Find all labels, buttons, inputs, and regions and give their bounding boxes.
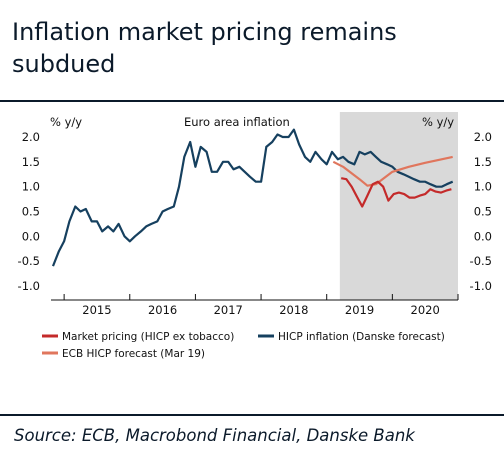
title-divider (0, 100, 504, 102)
y-tick-label-right: 0.5 (474, 205, 492, 219)
forecast-shaded-area (339, 112, 458, 300)
y-axis-label-left: % y/y (50, 115, 82, 129)
legend-label-ecb-forecast: ECB HICP forecast (Mar 19) (62, 348, 205, 360)
series-line-ecb-forecast (332, 155, 453, 187)
y-tick-label-right: 1.0 (474, 180, 492, 194)
y-tick-label-right: -0.5 (470, 254, 492, 268)
y-tick-label-left: -0.5 (18, 254, 40, 268)
y-tick-label-left: -1.0 (18, 279, 40, 293)
y-tick-label-left: 1.5 (22, 155, 40, 169)
x-tick-label: 2018 (279, 303, 308, 317)
y-tick-label-left: 0.5 (22, 205, 40, 219)
chart-title: Inflation market pricing remains subdued (12, 18, 397, 78)
y-axis-label-right: % y/y (422, 115, 454, 129)
y-tick-label-left: 2.0 (22, 130, 40, 144)
source-note: Source: ECB, Macrobond Financial, Danske… (14, 426, 415, 445)
series-line-hicp-inflation (51, 128, 454, 267)
legend-label-market-pricing: Market pricing (HICP ex tobacco) (62, 331, 234, 343)
y-tick-label-right: -1.0 (470, 279, 492, 293)
x-tick-label: 2017 (214, 303, 243, 317)
series-line-market-pricing (340, 177, 452, 208)
x-tick-label: 2016 (148, 303, 177, 317)
legend-label-hicp-inflation: HICP inflation (Danske forecast) (278, 331, 445, 343)
y-tick-label-left: 1.0 (22, 180, 40, 194)
x-tick-label: 2015 (82, 303, 111, 317)
x-tick-label: 2020 (411, 303, 440, 317)
y-tick-label-left: 0.0 (22, 229, 40, 243)
y-tick-label-right: 0.0 (474, 229, 492, 243)
x-tick-label: 2019 (345, 303, 374, 317)
y-tick-label-right: 1.5 (474, 155, 492, 169)
chart-subtitle: Euro area inflation (184, 115, 290, 129)
y-tick-label-right: 2.0 (474, 130, 492, 144)
source-divider (0, 414, 504, 416)
